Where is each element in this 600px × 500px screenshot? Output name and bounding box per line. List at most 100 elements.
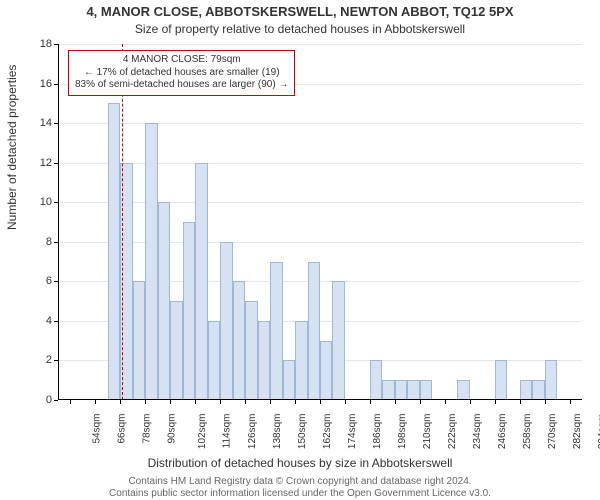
y-tick-label: 10 <box>22 196 52 208</box>
chart-title: 4, MANOR CLOSE, ABBOTSKERSWELL, NEWTON A… <box>0 4 600 19</box>
histogram-bar <box>270 262 282 400</box>
histogram-bar <box>495 360 507 400</box>
x-tick-label: 210sqm <box>422 414 433 450</box>
footnote-line-2: Contains public sector information licen… <box>109 488 491 499</box>
x-tick-label: 102sqm <box>197 414 208 450</box>
histogram-bar <box>258 321 270 400</box>
histogram-bar <box>532 380 544 400</box>
y-axis-label: Number of detached properties <box>5 65 19 230</box>
gridline <box>58 163 582 164</box>
x-tick-label: 114sqm <box>222 414 233 449</box>
x-tick-mark <box>495 400 496 404</box>
x-tick-label: 66sqm <box>117 414 128 444</box>
histogram-bar <box>370 360 382 400</box>
histogram-bar <box>332 281 344 400</box>
gridline <box>58 202 582 203</box>
annotation-box: 4 MANOR CLOSE: 79sqm ← 17% of detached ho… <box>68 50 295 96</box>
x-tick-label: 54sqm <box>92 414 103 444</box>
x-axis-line <box>58 399 582 400</box>
histogram-bar <box>382 380 394 400</box>
histogram-bar <box>195 163 207 400</box>
x-tick-mark <box>120 400 121 404</box>
histogram-bar <box>420 380 432 400</box>
x-tick-mark <box>245 400 246 404</box>
x-tick-label: 186sqm <box>372 414 383 450</box>
histogram-bar <box>170 301 182 400</box>
y-tick-label: 0 <box>22 394 52 406</box>
property-marker-line <box>122 44 123 400</box>
y-axis-line <box>58 44 59 400</box>
x-tick-label: 162sqm <box>322 414 333 450</box>
histogram-bar <box>283 360 295 400</box>
annotation-line-3: 83% of semi-detached houses are larger (… <box>75 79 288 90</box>
x-tick-label: 126sqm <box>247 414 258 450</box>
histogram-bar <box>183 222 195 400</box>
x-tick-mark <box>145 400 146 404</box>
histogram-bar <box>108 103 120 400</box>
histogram-bar <box>545 360 557 400</box>
plot-area: 4 MANOR CLOSE: 79sqm ← 17% of detached ho… <box>58 44 582 400</box>
x-tick-label: 150sqm <box>297 414 308 450</box>
x-tick-mark <box>470 400 471 404</box>
y-tick-label: 16 <box>22 78 52 90</box>
x-tick-mark <box>320 400 321 404</box>
gridline <box>58 123 582 124</box>
x-tick-mark <box>345 400 346 404</box>
y-tick-label: 2 <box>22 354 52 366</box>
x-tick-label: 174sqm <box>347 414 358 450</box>
x-tick-label: 246sqm <box>497 414 508 450</box>
x-tick-mark <box>220 400 221 404</box>
x-tick-mark <box>545 400 546 404</box>
histogram-bar <box>233 281 245 400</box>
chart-subtitle: Size of property relative to detached ho… <box>0 22 600 36</box>
y-tick-label: 14 <box>22 117 52 129</box>
x-tick-mark <box>370 400 371 404</box>
histogram-bar <box>457 380 469 400</box>
x-tick-label: 222sqm <box>447 414 458 450</box>
x-tick-mark <box>170 400 171 404</box>
histogram-bar <box>407 380 419 400</box>
histogram-bar <box>208 321 220 400</box>
histogram-bar <box>395 380 407 400</box>
chart-container: 4, MANOR CLOSE, ABBOTSKERSWELL, NEWTON A… <box>0 0 600 500</box>
x-tick-label: 282sqm <box>572 414 583 450</box>
histogram-bar <box>295 321 307 400</box>
x-tick-mark <box>445 400 446 404</box>
x-tick-label: 138sqm <box>272 414 283 450</box>
histogram-bar <box>320 341 332 400</box>
footnote: Contains HM Land Registry data © Crown c… <box>0 476 600 500</box>
x-tick-mark <box>70 400 71 404</box>
x-tick-mark <box>95 400 96 404</box>
x-tick-mark <box>520 400 521 404</box>
x-tick-label: 90sqm <box>167 414 178 444</box>
x-tick-mark <box>570 400 571 404</box>
histogram-bar <box>308 262 320 400</box>
x-tick-mark <box>195 400 196 404</box>
x-tick-mark <box>420 400 421 404</box>
y-tick-label: 8 <box>22 236 52 248</box>
histogram-bar <box>520 380 532 400</box>
x-tick-label: 294sqm <box>597 414 600 450</box>
x-tick-label: 270sqm <box>547 414 558 450</box>
histogram-bar <box>245 301 257 400</box>
y-tick-label: 6 <box>22 275 52 287</box>
x-tick-label: 198sqm <box>397 414 408 450</box>
y-tick-label: 18 <box>22 38 52 50</box>
gridline <box>58 242 582 243</box>
y-tick-label: 4 <box>22 315 52 327</box>
footnote-line-1: Contains HM Land Registry data © Crown c… <box>128 476 471 487</box>
histogram-bar <box>145 123 157 400</box>
x-tick-label: 234sqm <box>472 414 483 450</box>
histogram-bar <box>220 242 232 400</box>
x-tick-mark <box>270 400 271 404</box>
histogram-bar <box>133 281 145 400</box>
annotation-line-1: 4 MANOR CLOSE: 79sqm <box>123 54 241 65</box>
x-tick-mark <box>295 400 296 404</box>
histogram-bar <box>158 202 170 400</box>
x-tick-mark <box>395 400 396 404</box>
annotation-line-2: ← 17% of detached houses are smaller (19… <box>84 67 280 78</box>
y-tick-mark <box>54 400 58 401</box>
x-tick-label: 258sqm <box>522 414 533 450</box>
y-tick-label: 12 <box>22 157 52 169</box>
gridline <box>58 44 582 45</box>
